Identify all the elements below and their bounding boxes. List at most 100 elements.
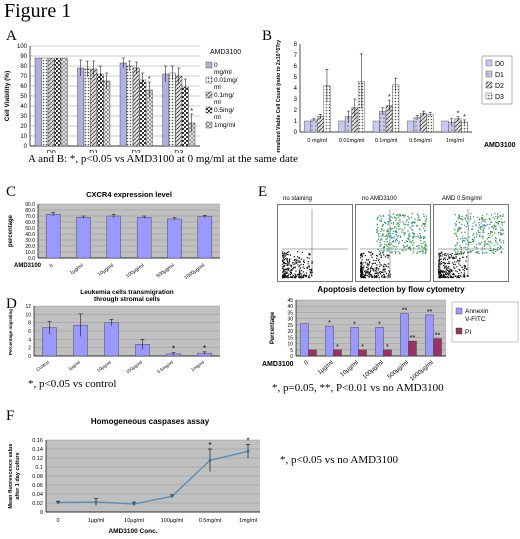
significance-star: * xyxy=(336,344,339,351)
bar-0 xyxy=(45,214,61,259)
x-tick-label: 0.5mg/ml xyxy=(156,360,174,375)
y-tick-label: 5 xyxy=(294,75,298,81)
legend-label: 0.1mg/ xyxy=(214,92,234,99)
significance-star: ** xyxy=(427,309,433,316)
bar-d2-0-mg-ml xyxy=(317,116,324,133)
x-tick-label: 1mg/ml xyxy=(190,360,205,373)
bar-pi-1000-g-ml xyxy=(433,338,442,357)
y-tick-label: 0.14 xyxy=(32,447,43,453)
note-ab: A and B: *, p<0.05 vs AMD3100 at 0 mg/ml… xyxy=(28,153,298,165)
x-axis-label: AMD3100 xyxy=(262,361,294,368)
legend-label-line2: V-FITC xyxy=(465,316,486,323)
data-point xyxy=(94,500,98,504)
bar-d1-0-mg-ml xyxy=(310,119,318,133)
bar-0-5mg-ml-d3 xyxy=(181,86,189,147)
significance-star: * xyxy=(386,344,389,351)
y-tick-label: 60 xyxy=(20,84,27,90)
legend-swatch xyxy=(205,76,213,84)
y-tick-label: 45 xyxy=(287,298,293,304)
bar-pi-100-g-ml xyxy=(383,349,392,357)
x-tick-label: 0.5mg/ml xyxy=(409,138,432,144)
legend-label: Annexin xyxy=(465,308,489,315)
y-tick-label: 2 xyxy=(294,108,298,114)
bar-1mg-ml-d1 xyxy=(103,80,111,147)
y-tick-label: 100 xyxy=(17,44,28,50)
legend-box xyxy=(451,301,519,343)
x-tick-label: 100µg/ml xyxy=(362,360,385,381)
x-tick-label: 1mg/ml xyxy=(239,518,257,524)
bar-d0-0-01mg-ml xyxy=(338,120,346,133)
bar-0-01mg-ml-d2 xyxy=(126,65,134,147)
legend-swatch xyxy=(485,59,493,67)
y-axis-label: Mean fluorescence value xyxy=(8,443,14,508)
y-tick-label: 1 xyxy=(294,119,298,125)
y-tick-label: 20 xyxy=(20,124,27,130)
legend-label: 1mg/ml xyxy=(214,122,236,129)
x-tick-label: 10µg/ml xyxy=(124,518,144,524)
bar-500-g-ml xyxy=(167,218,182,259)
chart-title-line2: through stromal cells xyxy=(94,296,160,303)
panel-letter-d: D xyxy=(6,296,17,312)
bar-0-01mg-ml-d1 xyxy=(83,68,91,147)
x-tick-label: 10µg/ml xyxy=(339,360,359,378)
legend-title: AMD3100 xyxy=(210,49,241,56)
bar-0-01mg-ml-d3 xyxy=(168,72,176,147)
y-tick-label: 15 xyxy=(287,335,293,341)
bar-0-1mg-ml-d1 xyxy=(90,68,98,147)
x-tick-label: 1µg/ml xyxy=(88,518,105,524)
legend-swatch xyxy=(485,81,493,89)
significance-star: * xyxy=(457,111,460,118)
significance-star: * xyxy=(378,321,381,328)
panel-letter-e: E xyxy=(258,184,268,200)
bar-0-1mg-ml-d2 xyxy=(132,67,140,147)
x-tick-label: D3 xyxy=(174,150,183,153)
x-axis-label: AMD3100 Conc. xyxy=(108,528,157,535)
legend-label: ml xyxy=(214,99,221,106)
legend-swatch xyxy=(455,307,463,315)
chart-c: 0.010.020.030.040.050.060.070.080.090.0 C… xyxy=(8,190,220,281)
bar-annexin-v-fitc-1000-g-ml xyxy=(425,314,434,357)
significance-star: ** xyxy=(402,308,408,315)
bar-annexin-v-fitc-0 xyxy=(300,323,309,357)
x-tick-label: 10µg/ml xyxy=(97,263,115,278)
chart-d: 0 2 4 6 8 10 12 Leukemia cells transmigrationth… xyxy=(8,289,220,375)
y-tick-label: 40 xyxy=(20,104,27,110)
bar-1mg-ml-d2 xyxy=(145,89,153,147)
y-tick-label: 0 xyxy=(24,144,28,150)
legend-swatch xyxy=(455,327,463,335)
y-tick-label: 6 xyxy=(294,64,298,70)
x-tick-label: Control xyxy=(35,360,50,372)
y-axis-label: percentage xyxy=(8,214,14,247)
x-tick-label: 0 mg/ml xyxy=(307,138,327,144)
note-f: *, p<0.05 vs no AMD3100 xyxy=(280,454,399,466)
significance-star: * xyxy=(361,344,364,351)
bar-d0-0-mg-ml xyxy=(304,120,311,133)
bar-0-1mg-ml-d0 xyxy=(47,57,55,147)
note-d: *, p<0.05 vs control xyxy=(28,378,117,390)
legend-swatch xyxy=(485,92,493,100)
y-tick-label: 90 xyxy=(20,54,27,60)
plot-area xyxy=(296,300,446,356)
y-tick-label: 0 xyxy=(290,354,293,360)
bar-d2-0-5mg-ml xyxy=(420,113,428,133)
bar-10-g-ml xyxy=(106,215,122,259)
x-tick-label: 0.1mg/ml xyxy=(375,138,398,144)
y-tick-label: 70 xyxy=(20,74,27,80)
bar-1000-g-ml xyxy=(197,216,213,259)
bar-1mg-ml-d0 xyxy=(60,57,68,147)
y-tick-label: 30 xyxy=(287,317,293,323)
y-tick-label: 50.0 xyxy=(25,226,35,232)
bar-d0-0-1mg-ml xyxy=(372,120,380,133)
legend-title: AMD3100 xyxy=(484,142,516,149)
y-axis-label: Cell Viability (%) xyxy=(4,71,11,121)
y-axis-label: Normalized Viable Cell Count (ratio to 2… xyxy=(276,40,282,153)
x-tick-label: 0.5mg/ml xyxy=(199,518,222,524)
x-tick-label: 0 xyxy=(303,360,310,367)
y-tick-label: 5 xyxy=(290,348,293,354)
y-tick-label: 2 xyxy=(28,346,31,352)
flow-plot-no-staining xyxy=(277,204,353,282)
bar-annexin-v-fitc-100-g-ml xyxy=(375,327,384,357)
legend-label: 0.5mg/ xyxy=(214,107,234,114)
y-tick-label: 0 xyxy=(28,354,31,360)
y-axis-label: Percentage xyxy=(270,311,276,344)
